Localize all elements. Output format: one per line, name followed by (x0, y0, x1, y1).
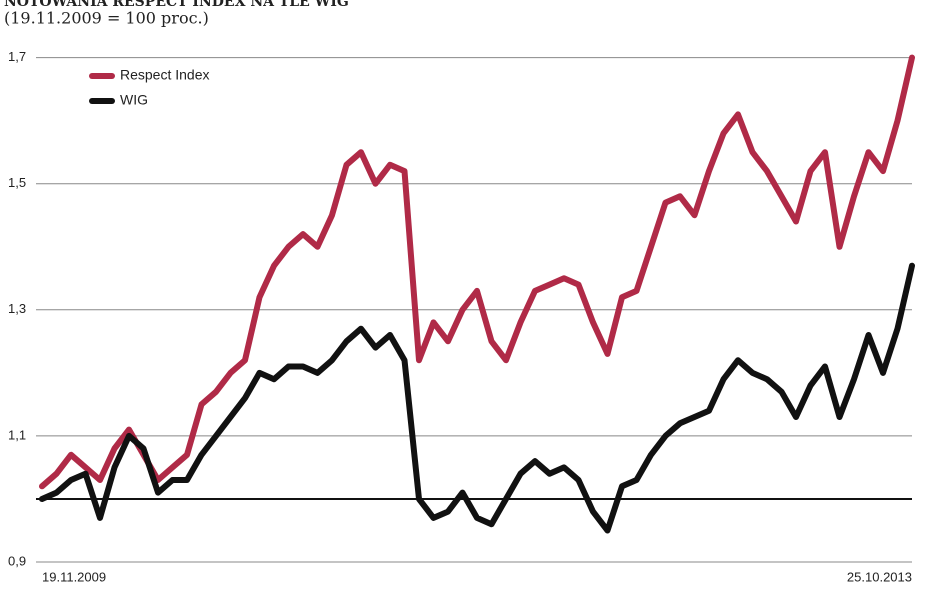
y-tick-label: 1,3 (8, 301, 26, 316)
x-tick-label: 19.11.2009 (42, 569, 106, 584)
y-tick-label: 1,1 (8, 427, 26, 442)
legend-label: WIG (120, 92, 148, 108)
y-tick-label: 0,9 (8, 553, 26, 568)
legend-label: Respect Index (120, 67, 210, 83)
chart-title: NOTOWANIA RESPECT INDEX NA TLE WIG (4, 0, 349, 10)
y-tick-label: 1,7 (8, 49, 26, 64)
y-tick-label: 1,5 (8, 175, 26, 190)
x-tick-label: 25.10.2013 (847, 569, 912, 584)
series-line (39, 262, 915, 534)
series-line (39, 54, 915, 490)
chart-subtitle: (19.11.2009 = 100 proc.) (4, 9, 209, 28)
